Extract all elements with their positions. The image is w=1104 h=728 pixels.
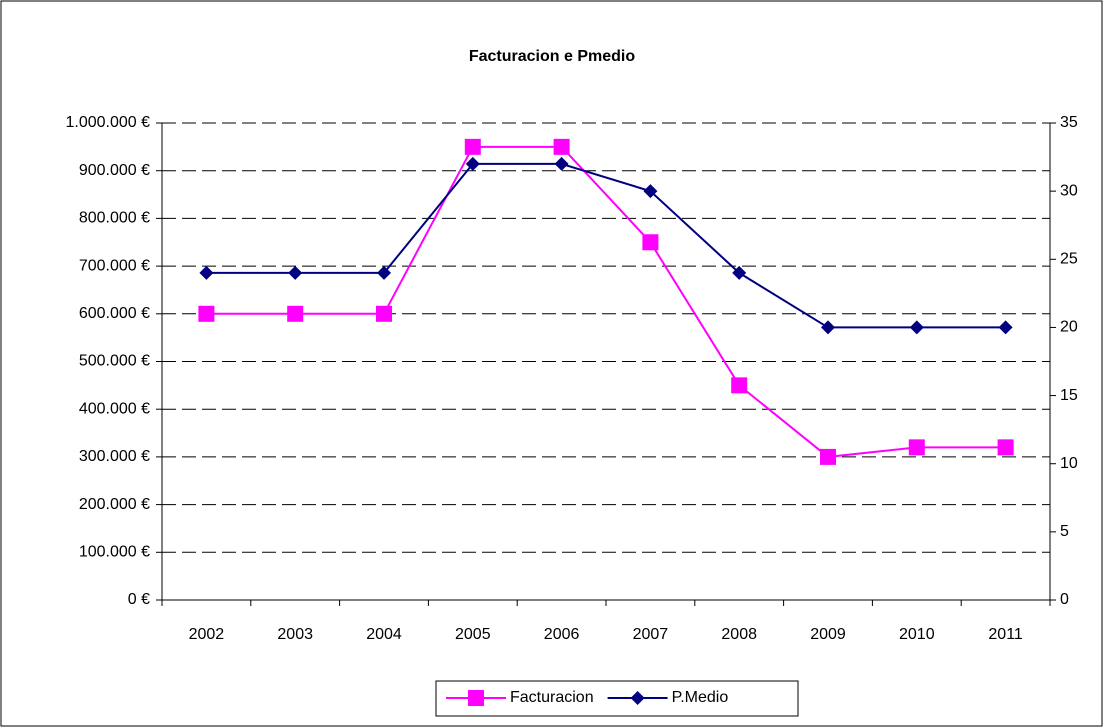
y-tick-label: 500.000 € [79, 353, 150, 370]
marker [997, 439, 1014, 456]
x-tick-label: 2005 [455, 626, 491, 643]
marker [465, 156, 480, 171]
marker [642, 234, 659, 251]
y2-tick-label: 5 [1060, 523, 1069, 540]
x-tick-label: 2006 [544, 626, 580, 643]
legend-marker [630, 691, 645, 705]
y-tick-label: 300.000 € [79, 448, 150, 465]
marker [198, 305, 215, 322]
x-tick-label: 2009 [810, 626, 846, 643]
y2-tick-label: 0 [1060, 591, 1069, 608]
marker [199, 265, 214, 280]
series-line [206, 162, 1006, 329]
y-tick-label: 600.000 € [79, 305, 150, 322]
y-tick-label: 0 € [128, 591, 150, 608]
y2-tick-label: 10 [1060, 455, 1078, 472]
x-tick-label: 2003 [277, 626, 313, 643]
marker [553, 138, 570, 155]
marker [820, 448, 836, 465]
marker [732, 265, 747, 280]
y2-tick-label: 25 [1060, 251, 1078, 268]
y-tick-label: 400.000 € [79, 400, 150, 417]
legend-marker [468, 690, 484, 706]
x-tick-label: 2011 [988, 626, 1023, 643]
marker [287, 305, 304, 322]
y-tick-label: 200.000 € [79, 496, 150, 513]
y-tick-label: 700.000 € [79, 257, 150, 274]
y-tick-label: 1.000.000 € [65, 114, 150, 131]
marker [908, 439, 925, 456]
marker [376, 305, 392, 322]
x-tick-label: 2008 [721, 626, 757, 643]
x-tick-label: 2007 [633, 626, 669, 643]
y-tick-label: 100.000 € [79, 544, 150, 561]
marker [554, 156, 569, 171]
x-tick-label: 2002 [189, 626, 225, 643]
x-tick-label: 2010 [899, 626, 935, 643]
y2-tick-label: 15 [1060, 387, 1078, 404]
y-tick-label: 800.000 € [79, 210, 150, 227]
y-tick-label: 900.000 € [79, 162, 150, 179]
legend-label: P.Medio [672, 689, 729, 706]
x-tick-label: 2004 [366, 626, 402, 643]
marker [731, 377, 748, 394]
legend-label: Facturacion [510, 689, 594, 706]
chart-title: Facturacion e Pmedio [469, 48, 635, 65]
marker [288, 265, 303, 280]
y2-tick-label: 20 [1060, 319, 1078, 336]
marker [643, 184, 658, 199]
y2-tick-label: 30 [1060, 182, 1078, 199]
marker [821, 320, 835, 335]
marker [998, 320, 1013, 335]
marker [377, 265, 391, 280]
marker [909, 320, 924, 335]
series-line [206, 145, 1006, 458]
y2-tick-label: 35 [1060, 114, 1078, 131]
marker [464, 138, 481, 155]
